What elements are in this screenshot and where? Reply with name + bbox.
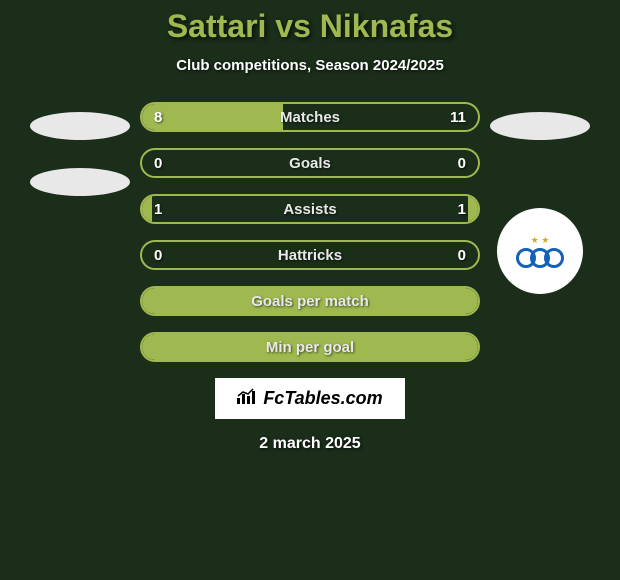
left-player-col bbox=[20, 102, 140, 224]
bar-value-right: 11 bbox=[450, 109, 466, 126]
bar-label: Assists bbox=[142, 201, 478, 218]
player-photo-placeholder-left bbox=[30, 112, 130, 140]
stat-bar: 8Matches11 bbox=[140, 102, 480, 132]
bar-label: Matches bbox=[142, 109, 478, 126]
bar-label: Goals per match bbox=[142, 293, 478, 310]
bar-value-right: 0 bbox=[458, 247, 466, 264]
bar-label: Goals bbox=[142, 155, 478, 172]
player-photo-placeholder-right bbox=[490, 112, 590, 140]
stat-bar: 1Assists1 bbox=[140, 194, 480, 224]
comparison-infographic: Sattari vs Niknafas Club competitions, S… bbox=[0, 0, 620, 580]
chart-icon bbox=[237, 388, 257, 409]
date-label: 2 march 2025 bbox=[259, 435, 360, 453]
page-subtitle: Club competitions, Season 2024/2025 bbox=[176, 57, 444, 74]
stat-bar: Min per goal bbox=[140, 332, 480, 362]
star-icon: ★ ★ bbox=[531, 235, 550, 246]
bar-value-right: 0 bbox=[458, 155, 466, 172]
stat-bar: Goals per match bbox=[140, 286, 480, 316]
stat-bar: 0Hattricks0 bbox=[140, 240, 480, 270]
club-logo-placeholder-left bbox=[30, 168, 130, 196]
page-title: Sattari vs Niknafas bbox=[167, 8, 453, 45]
rings-icon bbox=[519, 248, 561, 268]
stat-bars: 8Matches110Goals01Assists10Hattricks0Goa… bbox=[140, 102, 480, 362]
stat-bar: 0Goals0 bbox=[140, 148, 480, 178]
bar-value-right: 1 bbox=[458, 201, 466, 218]
bar-label: Min per goal bbox=[142, 339, 478, 356]
watermark-text: FcTables.com bbox=[263, 388, 382, 409]
chart-area: 8Matches110Goals01Assists10Hattricks0Goa… bbox=[0, 102, 620, 362]
club-logo-right: ★ ★ bbox=[497, 208, 583, 294]
watermark-badge: FcTables.com bbox=[215, 378, 404, 419]
right-player-col: ★ ★ bbox=[480, 102, 600, 294]
bar-label: Hattricks bbox=[142, 247, 478, 264]
